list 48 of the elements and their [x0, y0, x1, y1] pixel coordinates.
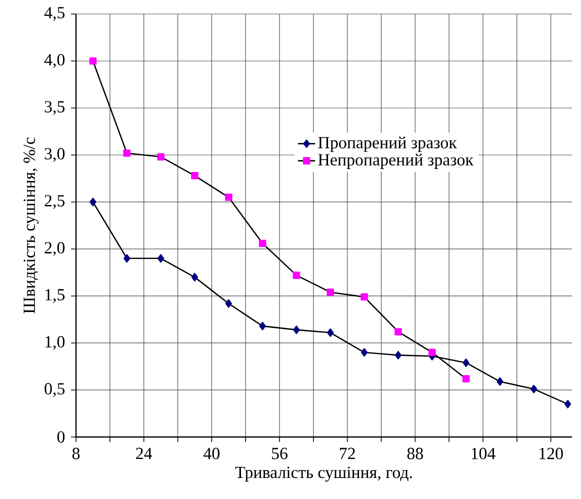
y-tick-label: 4,0 [44, 54, 65, 68]
point [258, 240, 266, 247]
point [157, 153, 164, 161]
point [89, 57, 97, 65]
point [530, 384, 538, 394]
point [327, 328, 334, 337]
point [394, 328, 402, 336]
point [90, 198, 96, 206]
point [225, 299, 232, 308]
y-axis-title: Швидкість сушіння, %/с [24, 138, 38, 314]
y-tick-label: 2,0 [44, 242, 65, 256]
point [292, 272, 300, 279]
point [394, 350, 402, 360]
point [157, 254, 164, 263]
y-tick-label: 0 [57, 431, 65, 443]
x-tick-label: 24 [136, 448, 152, 460]
x-tick-label: 72 [340, 448, 355, 460]
point [293, 326, 300, 334]
point [462, 375, 470, 382]
y-tick-label: 4,5 [44, 7, 65, 21]
y-tick-label: 3,5 [44, 101, 65, 115]
legend-label: Пропарений зразок [318, 136, 457, 152]
point [224, 194, 232, 201]
point [124, 254, 130, 263]
x-tick-label: 8 [72, 448, 80, 460]
legend-label: Непропарений зразок [318, 154, 474, 169]
point [462, 358, 470, 367]
x-tick-label: 40 [204, 448, 220, 460]
y-tick-label: 2,5 [44, 195, 65, 209]
point [360, 348, 368, 357]
point [191, 172, 198, 180]
point [259, 322, 266, 330]
y-tick-label: 1,5 [45, 289, 65, 303]
x-axis-title: Тривалість сушіння, год. [235, 466, 412, 482]
y-tick-label: 0,5 [44, 383, 65, 397]
point [123, 149, 131, 157]
point [360, 293, 368, 301]
point [564, 400, 572, 408]
point [326, 288, 334, 296]
x-tick-label: 56 [272, 448, 288, 460]
x-tick-label: 88 [407, 448, 423, 460]
y-tick-label: 3,0 [44, 148, 65, 162]
x-tick-label: 104 [472, 448, 496, 460]
point [496, 377, 504, 386]
point [428, 348, 436, 356]
point [191, 272, 198, 282]
x-tick-label: 120 [540, 448, 563, 460]
y-tick-label: 1,0 [45, 336, 65, 350]
